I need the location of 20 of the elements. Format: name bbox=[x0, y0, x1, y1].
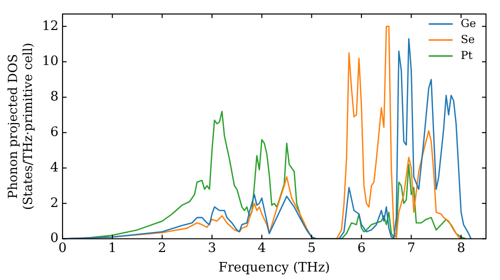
y-tick-label: 4 bbox=[50, 160, 59, 176]
y-tick-label: 10 bbox=[42, 54, 59, 70]
x-tick-label: 3 bbox=[208, 240, 216, 256]
legend-label: Pt bbox=[460, 48, 474, 62]
x-tick-label: 4 bbox=[258, 240, 266, 256]
x-axis-title: Frequency (THz) bbox=[218, 260, 330, 276]
y-tick-label: 0 bbox=[50, 231, 59, 246]
y-tick-label: 2 bbox=[50, 196, 59, 211]
legend-label: Se bbox=[460, 32, 475, 46]
x-tick-label: 6 bbox=[357, 240, 366, 256]
y-tick-label: 6 bbox=[50, 124, 59, 140]
x-tick-label: 7 bbox=[407, 240, 416, 256]
x-tick-label: 8 bbox=[456, 240, 466, 256]
x-tick-label: 1 bbox=[108, 240, 116, 256]
x-tick-label: 2 bbox=[158, 240, 166, 256]
x-tick-label: 5 bbox=[307, 240, 316, 256]
y-tick-label: 8 bbox=[50, 90, 59, 105]
y-axis-title: Phonon projected DOS (States/THz·primitive cell) bbox=[4, 42, 35, 210]
y-tick-label: 12 bbox=[42, 18, 59, 34]
text: Ge bbox=[460, 16, 476, 30]
